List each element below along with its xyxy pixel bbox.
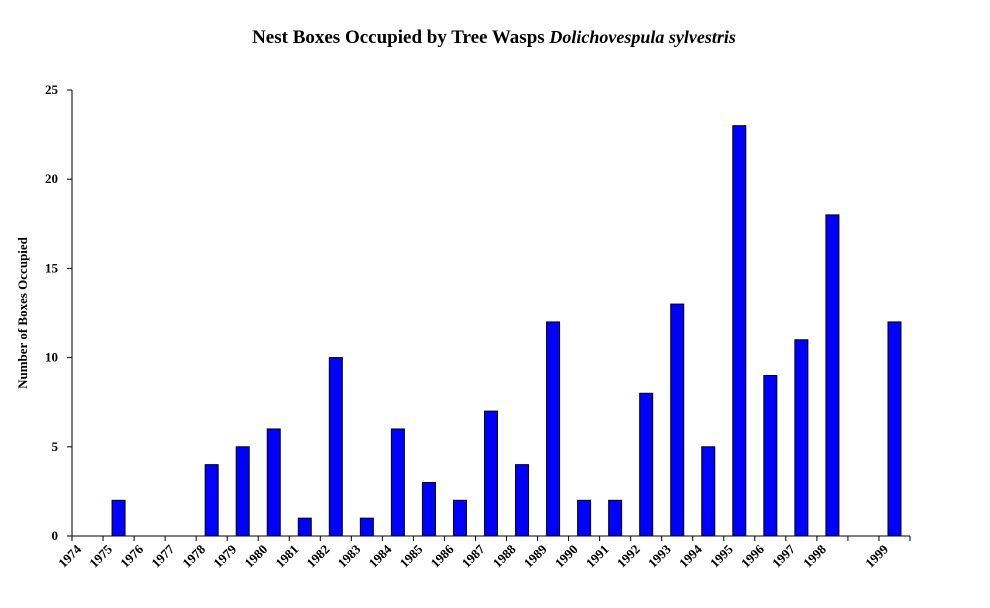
- bar: [297, 517, 312, 537]
- x-tick-label: 1995: [707, 541, 736, 570]
- y-tick-label: 15: [45, 260, 59, 275]
- bar: [235, 446, 250, 537]
- bar: [763, 374, 778, 537]
- y-axis-label: Number of Boxes Occupied: [15, 236, 30, 389]
- bar: [515, 464, 530, 537]
- x-tick-label: 1988: [490, 541, 519, 570]
- bar: [204, 464, 219, 537]
- x-tick-label: 1996: [738, 541, 767, 570]
- x-tick-label: 1994: [676, 541, 705, 570]
- bar: [701, 446, 716, 537]
- y-tick-label: 5: [52, 439, 59, 454]
- y-tick-label: 25: [45, 82, 59, 97]
- title-main: Nest Boxes Occupied by Tree Wasps: [252, 27, 545, 48]
- x-tick-label: 1983: [334, 541, 363, 570]
- chart-title: Nest Boxes Occupied by Tree Wasps Dolich…: [252, 27, 736, 48]
- x-tick-label: 1999: [862, 541, 891, 570]
- bar: [359, 517, 374, 537]
- x-tick-label: 1978: [179, 541, 208, 570]
- bar: [484, 410, 498, 537]
- bar: [670, 303, 685, 537]
- bar: [577, 499, 592, 537]
- x-tick-label: 1989: [521, 541, 550, 570]
- x-tick-label: 1977: [148, 541, 177, 570]
- x-tick-label: 1993: [645, 541, 674, 570]
- bar: [111, 499, 126, 537]
- bar: [328, 357, 343, 537]
- x-tick-label: 1980: [241, 542, 270, 571]
- y-tick-label: 20: [45, 171, 58, 186]
- x-tick-label: 1974: [55, 541, 84, 570]
- x-tick-label: 1975: [86, 541, 115, 570]
- x-tick-label: 1976: [117, 541, 146, 570]
- x-tick-label: 1981: [272, 542, 301, 571]
- bar: [390, 428, 405, 537]
- bar: [421, 481, 436, 537]
- bar: [452, 499, 467, 537]
- title-species: Dolichovespula sylvestris: [548, 27, 736, 47]
- y-tick-label: 0: [52, 528, 59, 543]
- bar: [825, 214, 840, 537]
- x-tick-label: 1979: [210, 541, 239, 570]
- x-tick-label: 1982: [303, 542, 332, 571]
- x-tick-label: 1987: [459, 541, 488, 570]
- bar: [546, 321, 561, 537]
- x-tick-label: 1992: [614, 542, 643, 571]
- bar: [732, 125, 747, 537]
- x-tick-label: 1997: [769, 541, 798, 570]
- x-tick-label: 1986: [428, 541, 457, 570]
- x-tick-label: 1985: [397, 541, 426, 570]
- x-tick-label: 1990: [552, 542, 581, 571]
- x-tick-label: 1984: [366, 541, 395, 570]
- bar: [608, 499, 623, 537]
- bar: [887, 321, 902, 537]
- x-tick-label: 1991: [583, 542, 612, 571]
- x-tick-label: 1998: [800, 541, 829, 570]
- bar: [794, 339, 809, 537]
- y-tick-label: 10: [45, 350, 58, 365]
- bar: [639, 392, 654, 537]
- bar: [266, 428, 281, 537]
